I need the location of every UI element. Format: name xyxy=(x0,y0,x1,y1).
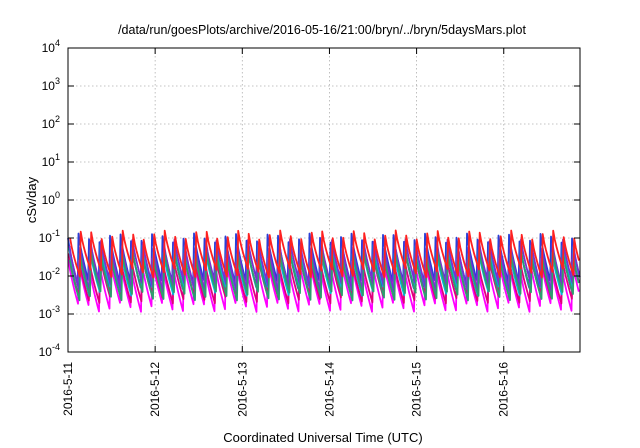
x-tick-label: 2016-5-14 xyxy=(322,362,336,417)
y-tick-label: 10-2 xyxy=(39,266,60,283)
data-series-line xyxy=(68,249,580,302)
y-tick-label: 102 xyxy=(42,114,60,131)
y-tick-label: 100 xyxy=(42,190,60,207)
y-tick-label: 10-1 xyxy=(39,228,60,245)
y-tick-label: 101 xyxy=(42,152,60,169)
y-tick-label: 103 xyxy=(42,76,60,93)
y-tick-label: 104 xyxy=(42,38,60,55)
data-series-group xyxy=(67,229,581,313)
x-tick-label: 2016-5-16 xyxy=(497,362,511,417)
x-tick-label: 2016-5-11 xyxy=(61,362,75,416)
y-tick-label: 10-4 xyxy=(39,342,60,359)
y-axis: 10-4 10-3 10-2 10-1 100 101 102 103 104 xyxy=(39,38,580,359)
x-axis-label: Coordinated Universal Time (UTC) xyxy=(223,430,422,445)
x-tick-label: 2016-5-13 xyxy=(235,362,249,417)
y-tick-label: 10-3 xyxy=(39,304,60,321)
y-axis-label: cSv/day xyxy=(24,176,39,223)
x-tick-label: 2016-5-15 xyxy=(410,362,424,417)
data-series-line xyxy=(69,229,580,279)
x-tick-label: 2016-5-12 xyxy=(148,362,162,417)
x-axis: 2016-5-11 2016-5-12 2016-5-13 2016-5-14 2016… xyxy=(61,48,511,417)
chart-title: /data/run/goesPlots/archive/2016-05-16/2… xyxy=(118,23,526,37)
grid-lines xyxy=(67,47,580,353)
